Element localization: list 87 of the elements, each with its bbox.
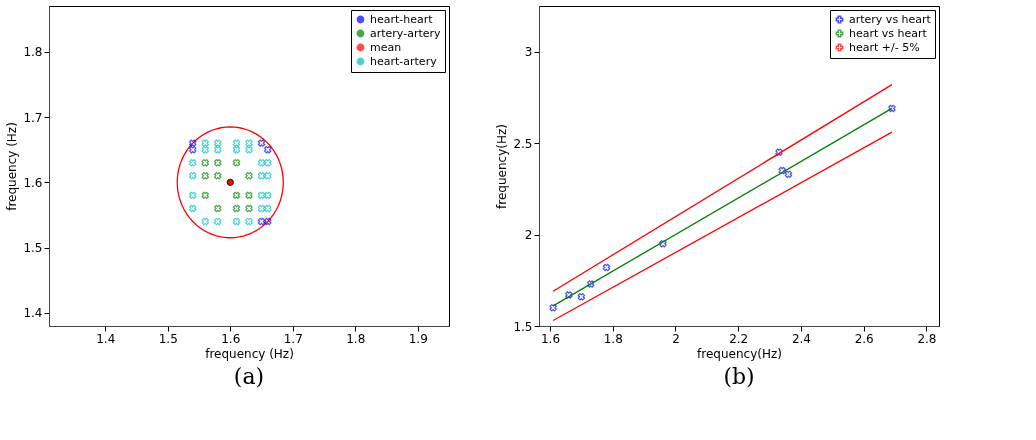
point bbox=[201, 159, 209, 167]
legend-label: artery vs heart bbox=[849, 12, 932, 26]
point bbox=[189, 191, 197, 200]
point bbox=[232, 159, 241, 167]
point bbox=[214, 139, 222, 147]
x-tick-label: 1.7 bbox=[283, 331, 303, 346]
point bbox=[257, 217, 266, 226]
x-tick-label: 1.9 bbox=[408, 331, 428, 346]
point bbox=[264, 204, 272, 213]
point bbox=[232, 139, 241, 147]
legend-label: artery-artery bbox=[370, 26, 442, 40]
point bbox=[602, 263, 611, 272]
point bbox=[189, 204, 197, 213]
y-axis-title: frequency (Hz) bbox=[5, 122, 20, 211]
point bbox=[189, 172, 197, 180]
point bbox=[189, 145, 197, 154]
point bbox=[565, 291, 573, 299]
y-tick-label: 2.5 bbox=[513, 136, 533, 151]
point bbox=[232, 191, 241, 200]
point bbox=[232, 145, 241, 154]
point bbox=[257, 204, 266, 213]
point bbox=[214, 217, 222, 226]
point bbox=[232, 204, 241, 213]
x-tick-label: 2.8 bbox=[917, 331, 937, 346]
point bbox=[214, 172, 222, 180]
x-tick-label: 1.5 bbox=[158, 331, 178, 346]
y-tick-label: 1.5 bbox=[23, 241, 43, 256]
point bbox=[245, 204, 253, 213]
x-axis-title: frequency (Hz) bbox=[205, 346, 294, 361]
x-tick-label: 1.4 bbox=[96, 331, 116, 346]
point bbox=[245, 172, 253, 180]
text: (a) bbox=[233, 364, 265, 389]
point bbox=[659, 239, 667, 248]
y-tick-label: 3 bbox=[524, 45, 533, 60]
point bbox=[201, 139, 209, 147]
point bbox=[888, 104, 896, 113]
y-tick-label: 1.7 bbox=[23, 110, 43, 125]
x-tick-label: 1.6 bbox=[221, 331, 241, 346]
legend-label: heart-artery bbox=[370, 54, 438, 68]
point bbox=[201, 145, 209, 154]
point bbox=[189, 139, 197, 147]
point bbox=[257, 191, 266, 200]
y-tick-label: 1.5 bbox=[513, 319, 533, 334]
point bbox=[264, 191, 272, 200]
y-tick-label: 1.4 bbox=[23, 306, 43, 321]
point bbox=[264, 217, 272, 226]
point bbox=[232, 217, 241, 226]
point bbox=[201, 191, 209, 200]
point bbox=[201, 172, 209, 180]
x-tick-label: 2 bbox=[672, 331, 680, 346]
y-tick-label: 2 bbox=[524, 228, 533, 243]
point bbox=[214, 145, 222, 154]
point bbox=[257, 139, 266, 147]
y-tick-label: 1.8 bbox=[23, 45, 43, 60]
point bbox=[264, 172, 272, 180]
point bbox=[257, 172, 266, 180]
point bbox=[245, 145, 253, 154]
point bbox=[189, 159, 197, 167]
point bbox=[257, 159, 266, 167]
x-tick-label: 2.6 bbox=[854, 331, 874, 346]
x-tick-label: 2.4 bbox=[791, 331, 812, 346]
point bbox=[577, 293, 586, 301]
point bbox=[245, 217, 253, 226]
legend-label: mean bbox=[370, 40, 402, 54]
text: (b) bbox=[723, 364, 755, 389]
legend-label: heart vs heart bbox=[849, 26, 928, 40]
point bbox=[784, 170, 793, 178]
point bbox=[264, 145, 272, 154]
x-tick-label: 2.2 bbox=[729, 331, 749, 346]
point bbox=[264, 159, 272, 167]
point bbox=[245, 139, 253, 147]
point bbox=[245, 191, 253, 200]
point bbox=[549, 303, 557, 312]
legend-label: heart-heart bbox=[370, 12, 434, 26]
x-tick-label: 1.8 bbox=[603, 331, 623, 346]
point bbox=[587, 280, 595, 288]
point bbox=[778, 166, 786, 175]
point bbox=[775, 148, 783, 157]
x-tick-label: 1.6 bbox=[540, 331, 561, 346]
point bbox=[214, 204, 222, 213]
point bbox=[214, 159, 222, 167]
y-axis-title: frequency(Hz) bbox=[495, 124, 510, 209]
point bbox=[201, 217, 209, 226]
y-tick-label: 1.6 bbox=[23, 175, 43, 190]
legend-label: heart +/- 5% bbox=[849, 40, 920, 54]
x-tick-label: 1.8 bbox=[346, 331, 366, 346]
x-axis-title: frequency(Hz) bbox=[697, 346, 782, 361]
